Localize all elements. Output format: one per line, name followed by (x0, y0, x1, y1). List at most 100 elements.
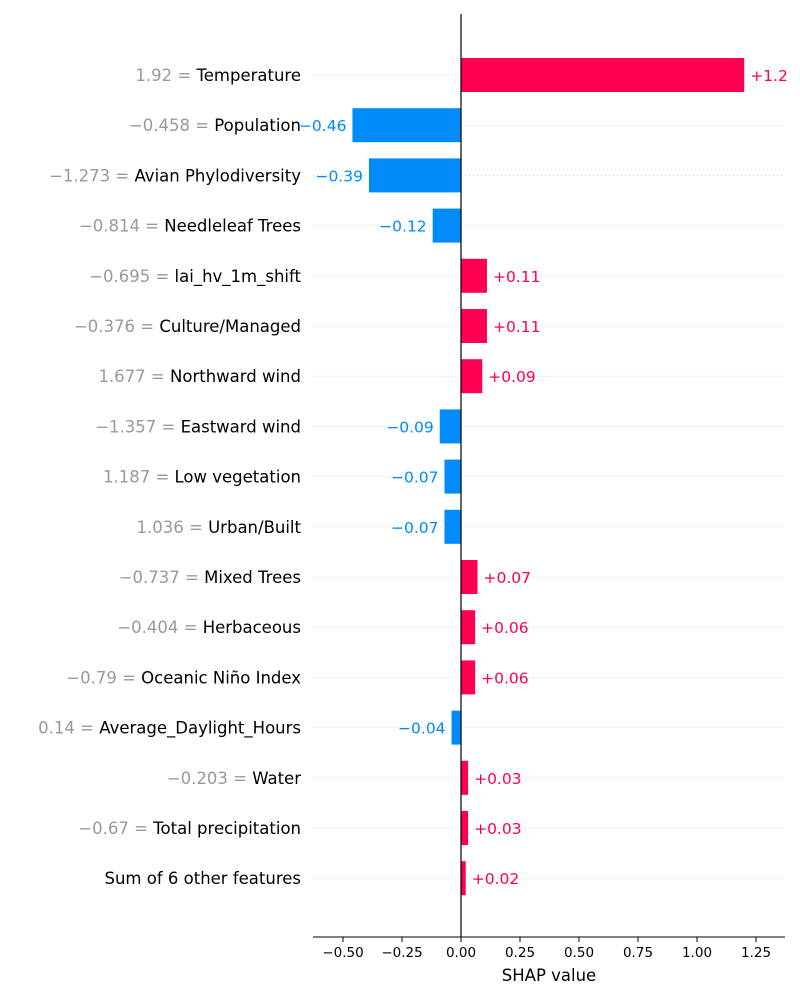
feature-name: Temperature (195, 66, 301, 85)
feature-value: −0.458 (129, 116, 190, 135)
feature-value: 1.92 (135, 66, 172, 85)
feature-value: −0.203 (167, 769, 228, 788)
feature-value: −0.737 (119, 568, 180, 587)
shap-bar (461, 811, 469, 845)
feature-name: Urban/Built (208, 518, 301, 537)
feature-name: Herbaceous (203, 618, 301, 637)
feature-value: −1.357 (95, 417, 156, 436)
feature-value: −0.376 (74, 317, 135, 336)
bar-value-labels: +1.2 −0.46 −0.39 −0.12 +0.11 +0.11 +0.09 −0.09 −… (299, 67, 788, 888)
feature-name: Low vegetation (175, 468, 301, 487)
shap-bar (461, 760, 469, 795)
equals-sign: = (129, 819, 153, 838)
feature-label: −0.79 = Oceanic Niño Index (66, 668, 301, 687)
feature-value: 1.187 (103, 468, 150, 487)
feature-labels: 1.92 = Temperature −0.458 = Population −1.… (38, 66, 301, 888)
x-tick-label: 0.50 (564, 945, 594, 961)
x-tick-label: 0.00 (446, 945, 476, 961)
equals-sign: = (140, 217, 164, 236)
feature-name: Sum of 6 other features (104, 869, 301, 888)
equals-sign: = (110, 166, 134, 185)
feature-name: Culture/Managed (159, 317, 301, 336)
feature-value: −0.814 (79, 217, 140, 236)
feature-value: −0.404 (117, 618, 178, 637)
x-tick-label: −0.25 (381, 945, 422, 961)
feature-value: −0.695 (89, 267, 150, 286)
shap-bar (451, 710, 461, 745)
shap-bar (368, 158, 461, 193)
shap-bar (461, 660, 476, 695)
shap-bar (461, 309, 487, 343)
feature-name: Northward wind (170, 367, 301, 386)
bar-value-label: +0.03 (474, 770, 521, 788)
equals-sign: = (228, 769, 252, 788)
bar-value-label: −0.46 (299, 117, 347, 135)
x-axis-title: SHAP value (502, 966, 596, 985)
feature-label: Sum of 6 other features (104, 869, 301, 888)
feature-name: lai_hv_1m_shift (175, 267, 302, 287)
bar-value-label: +0.02 (472, 870, 519, 888)
bar-value-label: +0.09 (488, 368, 536, 386)
shap-bar (432, 208, 461, 243)
feature-label: −0.695 = lai_hv_1m_shift (89, 267, 301, 287)
feature-label: −1.357 = Eastward wind (95, 417, 301, 436)
feature-label: 1.92 = Temperature (135, 66, 301, 85)
feature-label: −0.458 = Population (129, 116, 301, 135)
feature-value: 1.677 (98, 367, 145, 386)
equals-sign: = (180, 568, 204, 587)
feature-value: −0.67 (78, 819, 129, 838)
equals-sign: = (75, 719, 99, 738)
feature-name: Eastward wind (181, 417, 301, 436)
bar-value-label: +0.07 (484, 569, 532, 587)
bar-value-label: −0.12 (379, 218, 427, 236)
equals-sign: = (178, 618, 202, 637)
feature-name: Water (252, 769, 301, 788)
feature-value: −1.273 (49, 166, 110, 185)
shap-bar (461, 258, 487, 293)
bar-value-label: −0.09 (386, 418, 434, 436)
bar-value-label: −0.39 (315, 167, 363, 185)
feature-name: Mixed Trees (204, 568, 301, 587)
feature-value: 1.036 (137, 518, 184, 537)
feature-value: 0.14 (38, 719, 75, 738)
feature-name: Population (214, 116, 301, 135)
bar-value-label: −0.04 (398, 720, 446, 738)
shap-bar (352, 108, 461, 143)
shap-bar (461, 58, 745, 92)
feature-label: −0.376 = Culture/Managed (74, 317, 301, 336)
feature-label: −1.273 = Avian Phylodiversity (49, 166, 301, 185)
feature-name: Total precipitation (152, 819, 301, 838)
feature-name: Needleleaf Trees (164, 217, 301, 236)
feature-label: 0.14 = Average_Daylight_Hours (38, 719, 301, 739)
shap-bar (461, 610, 476, 645)
bar-value-label: +0.11 (493, 268, 540, 286)
bar-value-label: +0.06 (481, 619, 529, 637)
shap-bars (352, 58, 745, 896)
bar-value-label: −0.07 (391, 469, 439, 487)
equals-sign: = (117, 668, 141, 687)
x-axis: −0.50 −0.25 0.00 0.25 0.50 0.75 1.00 1.25 (313, 936, 785, 961)
equals-sign: = (146, 367, 170, 386)
shap-bar (444, 459, 461, 494)
equals-sign: = (150, 267, 174, 286)
feature-label: −0.67 = Total precipitation (78, 819, 301, 838)
shap-bar (461, 861, 466, 896)
equals-sign: = (184, 518, 208, 537)
feature-name: Average_Daylight_Hours (99, 719, 301, 739)
bar-value-label: −0.07 (391, 519, 439, 537)
feature-label: 1.187 = Low vegetation (103, 468, 301, 487)
equals-sign: = (156, 417, 180, 436)
feature-name: Oceanic Niño Index (141, 668, 301, 687)
shap-bar (444, 509, 461, 544)
bar-value-label: +0.11 (493, 318, 540, 336)
row-grid-lines (313, 74, 785, 879)
equals-sign: = (172, 66, 196, 85)
bar-value-label: +0.06 (481, 669, 529, 687)
feature-value: −0.79 (66, 668, 117, 687)
x-tick-label: 1.00 (682, 945, 712, 961)
shap-bar (461, 560, 478, 594)
equals-sign: = (190, 116, 214, 135)
x-tick-label: 1.25 (741, 945, 771, 961)
feature-label: −0.404 = Herbaceous (117, 618, 301, 637)
